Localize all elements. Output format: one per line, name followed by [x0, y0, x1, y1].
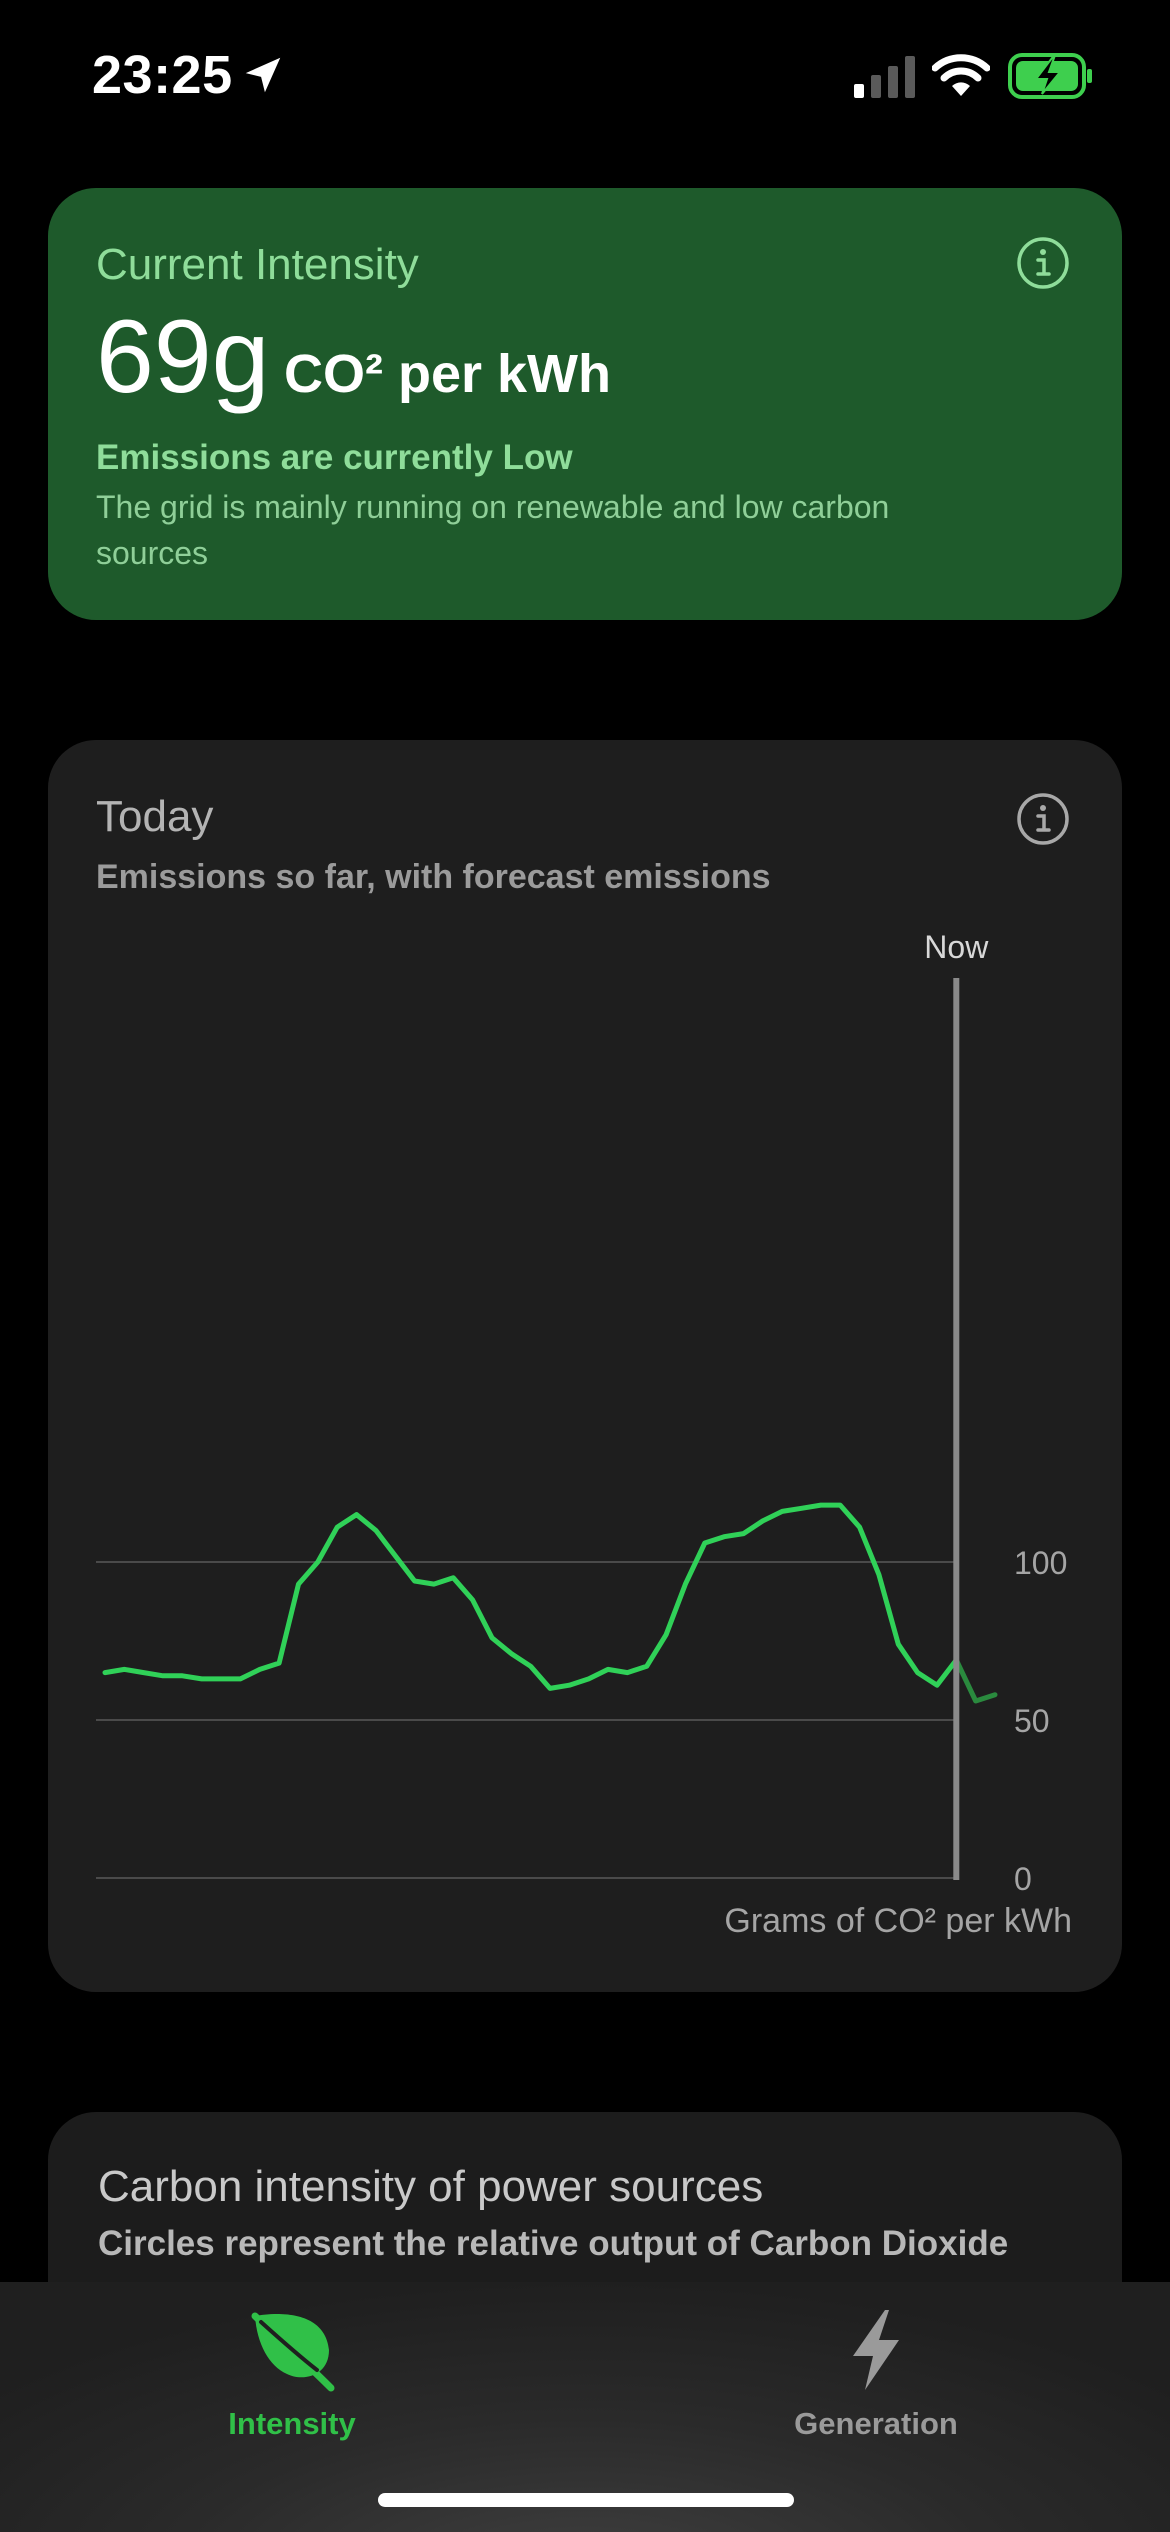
battery-charging-icon [1008, 53, 1092, 99]
wifi-icon [932, 54, 990, 96]
emissions-chart: 0 50 100 Now Grams of CO² per kWh [96, 929, 1072, 1940]
current-intensity-value: 69g [96, 299, 270, 415]
forecast-emissions-line [953, 1657, 998, 1704]
status-bar: 23:25 [0, 0, 1170, 150]
power-sources-subtitle: Circles represent the relative output of… [98, 2224, 1009, 2263]
chart-grid: 0 50 100 [96, 1545, 1067, 1897]
location-arrow-icon [245, 57, 281, 93]
info-icon[interactable] [1016, 792, 1070, 846]
current-intensity-card: Current Intensity 69g CO² per kWh Emissi… [48, 188, 1122, 620]
chart-series [102, 1502, 998, 1704]
tab-intensity[interactable]: Intensity [122, 2282, 462, 2462]
power-sources-title: Carbon intensity of power sources [98, 2162, 764, 2211]
leaf-icon [251, 2312, 335, 2392]
today-subtitle: Emissions so far, with forecast emission… [96, 858, 771, 896]
cellular-signal-icon [854, 56, 915, 98]
tab-generation-label: Generation [794, 2406, 958, 2441]
emissions-status: Emissions are currently Low [96, 438, 573, 477]
info-icon[interactable] [1016, 236, 1070, 290]
current-intensity-unit: CO² per kWh [283, 344, 611, 404]
today-chart-card: Today Emissions so far, with forecast em… [48, 740, 1122, 1992]
axis-label: Grams of CO² per kWh [724, 1902, 1072, 1940]
y-tick-label: 50 [1014, 1703, 1050, 1739]
now-label: Now [924, 929, 989, 965]
status-time: 23:25 [92, 45, 233, 105]
home-indicator [378, 2493, 794, 2507]
tab-intensity-label: Intensity [228, 2406, 356, 2441]
emissions-description: The grid is mainly running on renewable … [96, 489, 890, 571]
bolt-icon [853, 2310, 899, 2390]
current-intensity-value-row: 69g CO² per kWh [96, 298, 611, 417]
tab-bar: Intensity Generation [0, 2282, 1170, 2532]
actual-emissions-line [102, 1502, 959, 1691]
y-tick-label: 0 [1014, 1861, 1032, 1897]
today-title: Today [96, 792, 214, 841]
y-tick-label: 100 [1014, 1545, 1067, 1581]
tab-generation[interactable]: Generation [706, 2282, 1046, 2462]
current-intensity-label: Current Intensity [96, 240, 419, 289]
